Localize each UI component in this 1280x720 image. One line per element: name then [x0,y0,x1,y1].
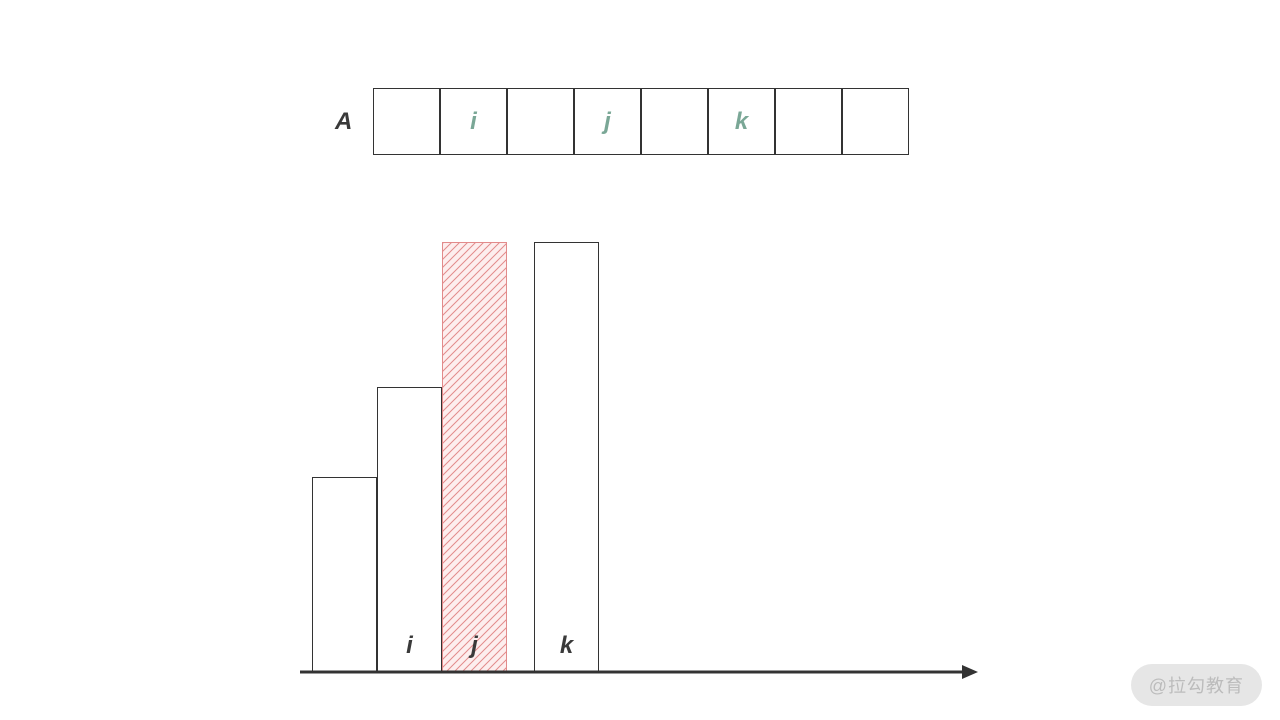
array-cell [507,88,574,155]
array-cell: j [574,88,641,155]
array-cell [373,88,440,155]
array-cell [775,88,842,155]
array-cell: k [708,88,775,155]
array-cell-label: i [441,108,506,136]
bar [312,477,377,672]
bar-highlighted [442,242,507,672]
bar [534,242,599,672]
array-cell [842,88,909,155]
bar-label: j [442,632,507,660]
array-label: A [335,108,352,136]
bar-label: k [534,632,599,660]
bar-label: i [377,632,442,660]
watermark-badge: @拉勾教育 [1131,664,1262,706]
array-cell-label: j [575,108,640,136]
array-cell: i [440,88,507,155]
array-cell-label: k [709,108,774,136]
diagram-canvas: { "colors": { "background": "#ffffff", "… [0,0,1280,720]
array-cell [641,88,708,155]
bar [377,387,442,672]
